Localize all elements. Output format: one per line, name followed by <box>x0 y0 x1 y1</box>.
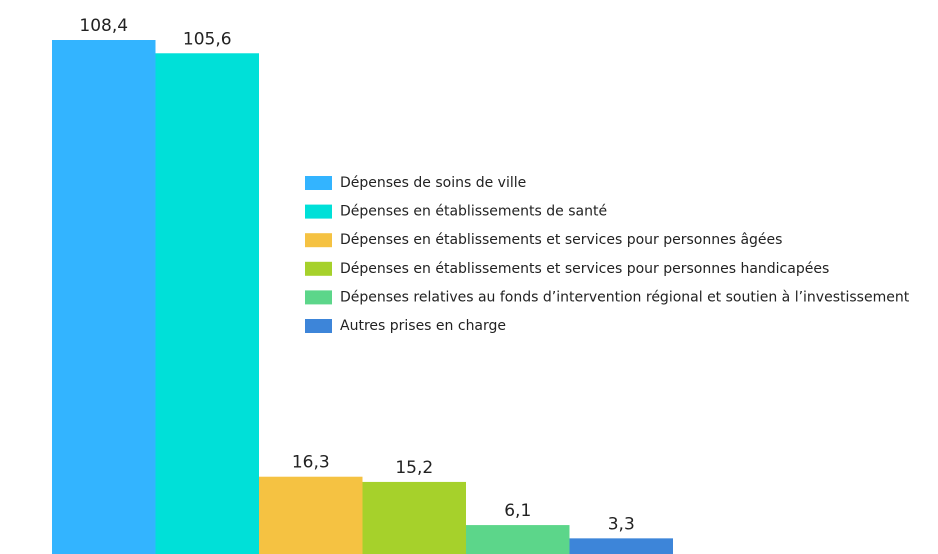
value-label: 16,3 <box>292 453 330 473</box>
bar <box>259 476 363 554</box>
legend-label: Autres prises en charge <box>340 318 506 334</box>
value-label: 15,2 <box>395 458 433 478</box>
legend-label: Dépenses de soins de ville <box>340 175 526 191</box>
value-label: 108,4 <box>79 16 128 36</box>
value-label: 3,3 <box>608 514 635 534</box>
legend-label: Dépenses en établissements et services p… <box>340 261 829 277</box>
legend-swatch <box>305 233 332 248</box>
legend-label: Dépenses relatives au fonds d’interventi… <box>340 289 910 305</box>
bar <box>569 538 673 554</box>
legend-swatch <box>305 290 332 305</box>
legend-swatch <box>305 176 332 190</box>
legend-label: Dépenses en établissements de santé <box>340 204 607 220</box>
value-label: 105,6 <box>183 29 232 49</box>
value-label: 6,1 <box>504 501 531 521</box>
legend-swatch <box>305 319 332 333</box>
bar <box>466 525 570 554</box>
legend-label: Dépenses en établissements et services p… <box>340 232 782 248</box>
bar <box>52 40 156 554</box>
bar <box>362 481 466 554</box>
legend-swatch <box>305 204 332 219</box>
legend-swatch <box>305 261 332 276</box>
bar <box>155 53 259 554</box>
